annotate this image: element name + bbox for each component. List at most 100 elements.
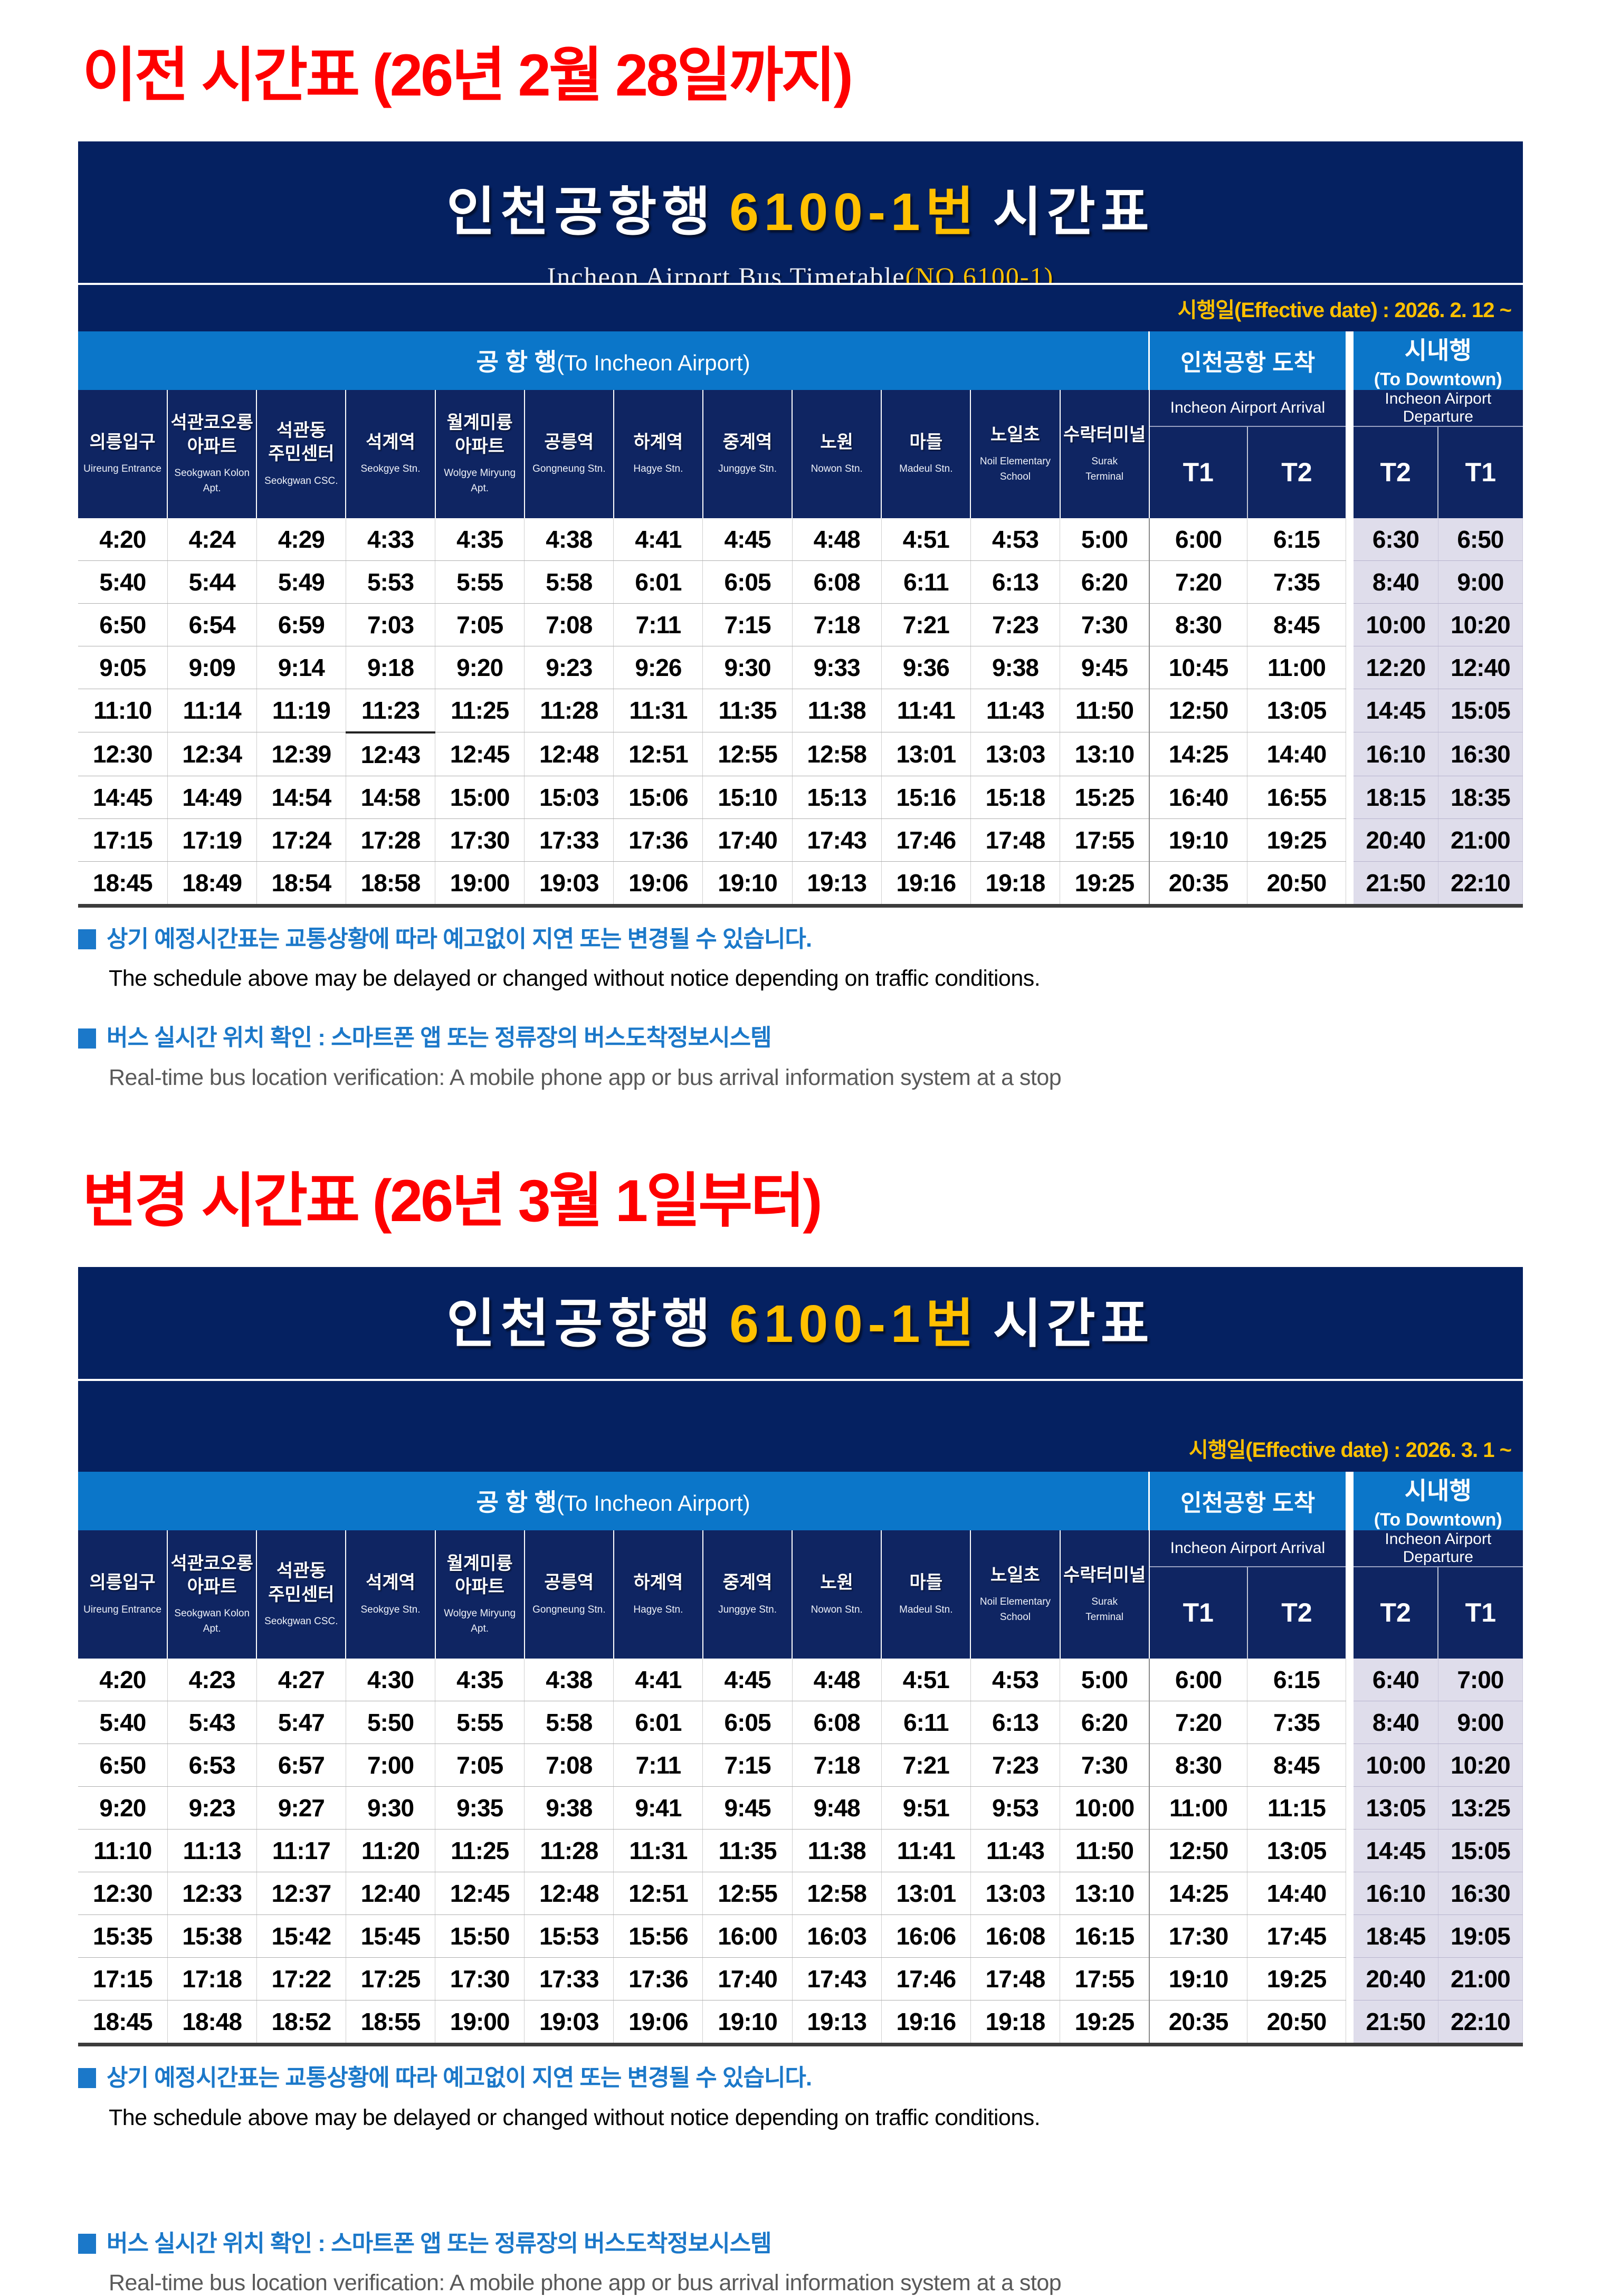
time-cell: 7:21: [881, 603, 971, 646]
title-route-number: 6100-1번: [729, 1294, 979, 1354]
station-header: 중계역 Junggye Stn.: [702, 389, 793, 518]
time-cell: 14:49: [167, 776, 257, 819]
time-cell: 11:19: [256, 689, 346, 733]
time-cell: 18:35: [1438, 776, 1523, 819]
time-cell: 12:45: [435, 1872, 525, 1915]
time-row: 12:30 12:34 12:39 12:43 12:45 12:48 12:51 12:55…: [78, 732, 1523, 776]
time-cell: 10:00: [1354, 603, 1438, 646]
table-subtitle: Incheon Airport Bus Timetable(NO.6100-1): [78, 1373, 1523, 1379]
time-cell: 11:28: [524, 689, 614, 733]
time-cell: 17:43: [792, 1957, 882, 2000]
time-cell: 15:42: [256, 1914, 346, 1958]
time-cell: 9:27: [256, 1786, 346, 1830]
time-cell: 22:10: [1438, 861, 1523, 906]
to-airport-label-ko: 공 항 행: [476, 1489, 557, 1517]
time-cell: 19:06: [613, 861, 703, 906]
time-cell: 18:15: [1354, 776, 1438, 819]
time-cell: 5:43: [167, 1701, 257, 1744]
time-cell: 9:00: [1438, 560, 1523, 604]
time-cell: 12:45: [435, 732, 525, 776]
time-row: 14:45 14:49 14:54 14:58 15:00 15:03 15:06 15:10…: [78, 776, 1523, 819]
station-header: 노일초 Noil Elementary School: [970, 1530, 1061, 1659]
arrival-subheader: Incheon Airport Arrival: [1149, 1530, 1346, 1567]
time-cell: 17:30: [1148, 1914, 1248, 1958]
time-cell: 18:45: [78, 861, 168, 906]
time-cell: 12:58: [792, 1872, 882, 1915]
time-cell: 17:24: [256, 818, 346, 862]
section-gap: [1346, 1829, 1354, 1872]
time-cell: 17:36: [613, 818, 703, 862]
time-row: 15:35 15:38 15:42 15:45 15:50 15:53 15:56 16:00…: [78, 1914, 1523, 1958]
time-cell: 11:10: [78, 689, 168, 733]
time-cell: 16:10: [1354, 732, 1438, 776]
time-cell: 12:58: [792, 732, 882, 776]
time-cell: 4:38: [524, 518, 614, 561]
time-row: 18:45 18:48 18:52 18:55 19:00 19:03 19:06 19:10…: [78, 2000, 1523, 2045]
time-cell: 12:40: [346, 1872, 436, 1915]
time-cell: 15:05: [1438, 1829, 1523, 1872]
section-gap: [1346, 518, 1354, 561]
time-cell: 13:05: [1354, 1786, 1438, 1830]
time-cell: 4:53: [970, 518, 1061, 561]
time-cell: 12:50: [1148, 689, 1248, 733]
time-cell: 4:30: [346, 1658, 436, 1701]
station-header: 노원 Nowon Stn.: [792, 1530, 882, 1659]
time-cell: 7:18: [792, 603, 882, 646]
time-cell: 11:15: [1247, 1786, 1346, 1830]
section-gap: [1346, 1786, 1354, 1830]
time-cell: 11:00: [1247, 646, 1346, 689]
effective-date-strip: 시행일(Effective date) : 2026. 2. 12 ~: [78, 282, 1523, 331]
time-cell: 17:48: [970, 818, 1061, 862]
timetable-body: 4:20 4:24 4:29 4:33 4:35 4:38 4:41 4:45 4:48 4:51…: [78, 518, 1523, 906]
time-cell: 13:01: [881, 732, 971, 776]
to-airport-header: 공 항 행(To Incheon Airport): [78, 331, 1149, 390]
time-cell: 13:05: [1247, 689, 1346, 733]
time-cell: 13:25: [1438, 1786, 1523, 1830]
time-cell: 9:45: [702, 1786, 793, 1830]
time-cell: 19:25: [1247, 818, 1346, 862]
time-cell: 5:58: [524, 1701, 614, 1744]
time-cell: 5:55: [435, 560, 525, 604]
time-row: 5:40 5:43 5:47 5:50 5:55 5:58 6:01 6:05 6:08 6:11…: [78, 1701, 1523, 1744]
time-cell: 19:10: [702, 2000, 793, 2045]
time-cell: 6:20: [1060, 560, 1150, 604]
table-title: 인천공항행 6100-1번 시간표: [78, 1267, 1523, 1357]
time-cell: 15:50: [435, 1914, 525, 1958]
time-cell: 4:48: [792, 1658, 882, 1701]
time-cell: 12:51: [613, 1872, 703, 1915]
time-cell: 19:00: [435, 861, 525, 906]
time-cell: 18:45: [1354, 1914, 1438, 1958]
time-cell: 17:40: [702, 818, 793, 862]
section-gap: [1346, 331, 1354, 518]
time-cell: 9:09: [167, 646, 257, 689]
time-cell: 12:39: [256, 732, 346, 776]
title-destination: 인천공항행: [446, 1294, 716, 1354]
time-cell: 18:54: [256, 861, 346, 906]
time-cell: 15:35: [78, 1914, 168, 1958]
time-cell: 22:10: [1438, 2000, 1523, 2045]
time-cell: 12:30: [78, 1872, 168, 1915]
time-cell: 5:58: [524, 560, 614, 604]
time-cell: 15:05: [1438, 689, 1523, 733]
time-cell: 14:45: [78, 776, 168, 819]
time-cell: 12:30: [78, 732, 168, 776]
time-cell: 19:25: [1060, 2000, 1150, 2045]
departure-subheader: Incheon Airport Departure: [1354, 1530, 1523, 1567]
time-cell: 7:30: [1060, 603, 1150, 646]
to-downtown-header: 시내행 (To Downtown): [1354, 1471, 1523, 1530]
previous-timetable-heading: 이전 시간표 (26년 2월 28일까지): [82, 42, 853, 108]
time-cell: 12:48: [524, 1872, 614, 1915]
time-cell: 11:17: [256, 1829, 346, 1872]
time-cell: 15:10: [702, 776, 793, 819]
time-cell: 15:25: [1060, 776, 1150, 819]
station-header: 중계역 Junggye Stn.: [702, 1530, 793, 1659]
time-cell: 5:40: [78, 1701, 168, 1744]
time-cell: 6:05: [702, 1701, 793, 1744]
time-cell: 4:35: [435, 518, 525, 561]
time-cell: 17:30: [435, 1957, 525, 2000]
time-cell: 9:30: [346, 1786, 436, 1830]
time-row: 9:20 9:23 9:27 9:30 9:35 9:38 9:41 9:45 9:48 9:51…: [78, 1786, 1523, 1830]
time-cell: 10:00: [1354, 1744, 1438, 1787]
